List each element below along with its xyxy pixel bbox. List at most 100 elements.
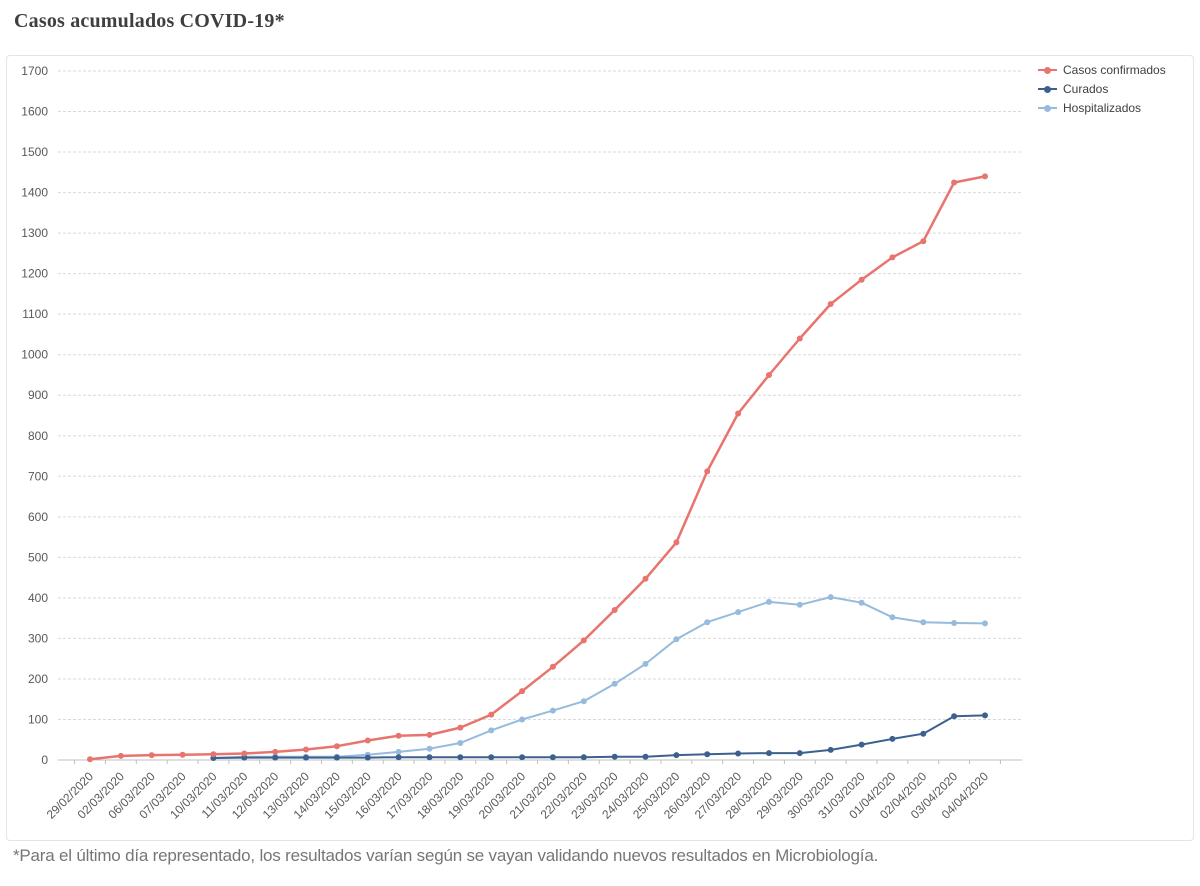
data-point-marker [642, 753, 649, 760]
data-point-marker [827, 594, 834, 601]
data-point-marker [580, 698, 587, 705]
data-point-marker [426, 754, 433, 761]
data-point-marker [488, 727, 495, 734]
data-point-marker [333, 754, 340, 761]
data-point-marker [858, 741, 865, 748]
y-axis-labels: 0 100 200 300 400 500 600 700 800 900 1000 1100 1200… [21, 64, 48, 767]
data-point-marker [117, 752, 124, 759]
x-axis-ticks [74, 760, 1001, 764]
data-point-marker [766, 372, 772, 378]
svg-text:1700: 1700 [21, 64, 48, 78]
legend-marker-curados-icon [1038, 85, 1057, 94]
svg-text:400: 400 [28, 591, 48, 605]
data-point-marker [611, 753, 618, 760]
data-point-marker [549, 754, 556, 761]
legend-marker-casos-confirmados-icon [1038, 66, 1057, 75]
data-point-marker [796, 750, 803, 757]
svg-text:500: 500 [28, 550, 48, 564]
svg-text:100: 100 [28, 712, 48, 726]
data-point-marker [519, 716, 526, 723]
data-point-marker [920, 730, 927, 737]
data-point-marker [889, 614, 896, 621]
data-point-marker [982, 620, 988, 627]
legend-item-casos-confirmados: Casos confirmados [1038, 63, 1166, 77]
data-point-marker [148, 752, 155, 759]
data-point-marker [303, 754, 309, 761]
svg-text:1600: 1600 [21, 105, 48, 119]
data-point-marker [642, 660, 649, 667]
svg-text:1400: 1400 [21, 186, 48, 200]
data-point-marker [488, 754, 495, 761]
data-point-marker [519, 754, 526, 761]
data-point-marker [858, 599, 865, 606]
data-point-marker [704, 619, 711, 626]
svg-text:600: 600 [28, 510, 48, 524]
gridlines [58, 70, 1022, 761]
data-point-marker [735, 609, 742, 616]
data-point-marker [395, 754, 402, 761]
data-point-marker [364, 737, 371, 744]
data-point-marker [488, 711, 495, 718]
data-point-marker [951, 179, 958, 186]
data-point-marker [827, 746, 834, 753]
data-point-marker [395, 732, 402, 739]
data-point-marker [549, 663, 556, 670]
data-point-marker [303, 746, 309, 753]
data-point-marker [549, 707, 556, 714]
svg-text:300: 300 [28, 631, 48, 645]
legend-label-casos-confirmados: Casos confirmados [1063, 63, 1166, 77]
data-point-marker [704, 468, 711, 475]
data-point-marker [519, 688, 526, 695]
svg-text:1200: 1200 [21, 267, 48, 281]
data-point-marker [241, 750, 248, 757]
data-point-marker [951, 620, 958, 626]
data-point-marker [796, 601, 803, 608]
svg-text:200: 200 [28, 672, 48, 686]
data-point-marker [951, 713, 958, 720]
data-point-marker [241, 754, 248, 761]
legend-item-hospitalizados: Hospitalizados [1038, 101, 1166, 115]
data-point-marker [920, 619, 927, 626]
data-point-marker [611, 607, 618, 613]
data-point-marker [673, 752, 680, 759]
data-point-marker [982, 173, 988, 180]
data-point-marker [457, 724, 464, 731]
series-casos-confirmados [87, 173, 988, 763]
data-point-marker [210, 751, 217, 758]
data-point-marker [735, 750, 742, 757]
data-point-marker [457, 740, 464, 746]
data-point-marker [611, 680, 618, 687]
data-point-marker [179, 751, 186, 758]
data-point-marker [858, 276, 865, 283]
svg-text:700: 700 [28, 469, 48, 483]
data-point-marker [580, 754, 587, 761]
data-point-marker [426, 745, 433, 752]
svg-text:1000: 1000 [21, 348, 48, 362]
svg-text:900: 900 [28, 388, 48, 402]
legend-label-curados: Curados [1063, 82, 1109, 96]
legend: Casos confirmados Curados Hospitalizados [1038, 63, 1166, 115]
line-chart-svg: 0 100 200 300 400 500 600 700 800 900 1000 1100 1200… [21, 64, 1022, 822]
data-point-marker [673, 636, 680, 643]
data-point-marker [673, 539, 680, 546]
data-point-marker [920, 238, 927, 245]
x-axis-labels: 29/02/202002/03/202006/03/202007/03/2020… [44, 769, 992, 822]
svg-text:1100: 1100 [22, 307, 48, 321]
legend-marker-hospitalizados-icon [1038, 104, 1057, 113]
data-point-marker [766, 598, 772, 605]
data-point-marker [982, 712, 988, 719]
data-point-marker [87, 756, 93, 763]
data-point-marker [827, 301, 834, 307]
data-point-marker [889, 735, 896, 742]
svg-text:800: 800 [28, 429, 48, 443]
data-point-marker [457, 754, 464, 761]
data-point-marker [426, 731, 433, 738]
series-hospitalizados [210, 594, 988, 761]
data-point-marker [364, 754, 371, 761]
svg-text:1500: 1500 [21, 145, 48, 159]
svg-text:0: 0 [41, 753, 48, 767]
data-point-marker [735, 410, 742, 417]
data-point-marker [272, 754, 279, 761]
legend-item-curados: Curados [1038, 82, 1166, 96]
data-point-marker [796, 335, 803, 342]
